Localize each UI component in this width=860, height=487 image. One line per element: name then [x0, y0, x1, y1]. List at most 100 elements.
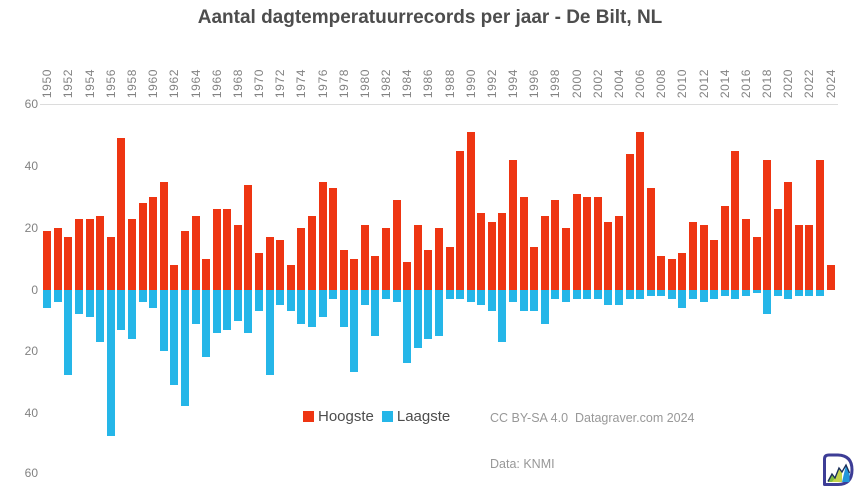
bar-laagste-1980 — [360, 290, 369, 306]
bar-hoogste-1976 — [318, 181, 327, 290]
legend-item-laagste: Laagste — [381, 408, 450, 425]
x-tick-1998: 1998 — [548, 68, 563, 98]
x-tick-2012: 2012 — [696, 68, 711, 98]
bar-hoogste-2018 — [763, 159, 772, 290]
bar-laagste-2005 — [625, 290, 634, 300]
x-tick-2024: 2024 — [823, 68, 838, 98]
bar-laagste-1955 — [96, 290, 105, 342]
bar-laagste-1975 — [307, 290, 316, 327]
bar-hoogste-1989 — [456, 150, 465, 290]
x-tick-1992: 1992 — [484, 68, 499, 98]
bar-hoogste-1995 — [519, 197, 528, 290]
bar-hoogste-1966 — [212, 209, 221, 290]
x-tick-1984: 1984 — [400, 68, 415, 98]
bar-laagste-2002 — [593, 290, 602, 300]
x-tick-1966: 1966 — [209, 68, 224, 98]
bar-laagste-1958 — [127, 290, 136, 339]
x-tick-1990: 1990 — [463, 68, 478, 98]
bar-laagste-1961 — [159, 290, 168, 351]
y-tick-3: 0 — [31, 283, 38, 297]
x-tick-1968: 1968 — [230, 68, 245, 98]
bar-hoogste-1968 — [233, 224, 242, 290]
bar-hoogste-2015 — [731, 150, 740, 290]
bar-hoogste-2001 — [583, 197, 592, 290]
bar-laagste-2007 — [646, 290, 655, 297]
legend-label-hoogste: Hoogste — [318, 408, 374, 425]
bar-hoogste-1986 — [424, 249, 433, 290]
bar-hoogste-1990 — [466, 131, 475, 290]
bar-hoogste-1963 — [180, 231, 189, 290]
bar-laagste-1973 — [286, 290, 295, 312]
bar-laagste-1986 — [424, 290, 433, 339]
x-tick-2020: 2020 — [781, 68, 796, 98]
bar-laagste-2008 — [657, 290, 666, 297]
bar-hoogste-1956 — [106, 237, 115, 290]
bar-hoogste-2000 — [572, 193, 581, 290]
bar-hoogste-1997 — [540, 215, 549, 290]
bar-hoogste-1969 — [244, 184, 253, 290]
bar-laagste-2012 — [699, 290, 708, 303]
bar-hoogste-1955 — [96, 215, 105, 290]
bar-hoogste-1957 — [117, 138, 126, 290]
bar-laagste-1957 — [117, 290, 126, 330]
bar-hoogste-1983 — [392, 200, 401, 290]
bar-hoogste-1977 — [329, 187, 338, 290]
bar-hoogste-1988 — [445, 246, 454, 290]
legend-item-hoogste: Hoogste — [303, 408, 374, 425]
bar-hoogste-2020 — [784, 181, 793, 290]
x-tick-2008: 2008 — [654, 68, 669, 98]
bar-hoogste-1987 — [434, 228, 443, 290]
bar-laagste-2020 — [784, 290, 793, 300]
bar-laagste-1990 — [466, 290, 475, 303]
bar-laagste-1967 — [223, 290, 232, 330]
y-tick-0: 60 — [24, 97, 38, 111]
bar-hoogste-2011 — [689, 221, 698, 290]
x-tick-1980: 1980 — [357, 68, 372, 98]
footnote-line: CC BY-SA 4.0 Datagraver.com 2024 — [490, 410, 695, 425]
bar-hoogste-1984 — [403, 262, 412, 290]
bar-laagste-2013 — [710, 290, 719, 300]
y-tick-2: 20 — [24, 221, 38, 235]
bar-laagste-1981 — [371, 290, 380, 336]
bar-laagste-1977 — [329, 290, 338, 300]
x-tick-2006: 2006 — [633, 68, 648, 98]
legend: Hoogste Laagste — [303, 408, 450, 425]
bar-laagste-1963 — [180, 290, 189, 406]
bar-hoogste-1959 — [138, 203, 147, 290]
bar-laagste-1982 — [382, 290, 391, 300]
bar-hoogste-1992 — [487, 221, 496, 290]
bar-hoogste-1962 — [170, 265, 179, 290]
bar-laagste-2000 — [572, 290, 581, 300]
x-tick-1950: 1950 — [40, 68, 55, 98]
bar-laagste-2019 — [773, 290, 782, 297]
bar-hoogste-1972 — [276, 240, 285, 290]
bar-hoogste-1998 — [551, 200, 560, 290]
bar-laagste-1950 — [43, 290, 52, 309]
x-tick-1974: 1974 — [294, 68, 309, 98]
bar-laagste-1988 — [445, 290, 454, 300]
bar-laagste-1987 — [434, 290, 443, 336]
bar-hoogste-1978 — [339, 249, 348, 290]
bar-hoogste-1965 — [202, 259, 211, 290]
bar-hoogste-2019 — [773, 209, 782, 290]
bar-hoogste-1967 — [223, 209, 232, 290]
plot-area: 1950 1952 1954 1956 1958 1960 1962 1964 1966 1968… — [40, 69, 838, 478]
x-tick-1952: 1952 — [61, 68, 76, 98]
x-tick-2018: 2018 — [760, 68, 775, 98]
x-tick-1986: 1986 — [421, 68, 436, 98]
bar-hoogste-2024 — [826, 265, 835, 290]
bar-hoogste-2002 — [593, 197, 602, 290]
bar-hoogste-1960 — [149, 197, 158, 290]
x-tick-1958: 1958 — [124, 68, 139, 98]
bar-laagste-1999 — [562, 290, 570, 303]
bar-laagste-1951 — [53, 290, 62, 303]
bar-hoogste-1950 — [43, 231, 52, 290]
footnote-line: Data: KNMI — [490, 457, 555, 472]
bar-laagste-1996 — [530, 290, 539, 312]
bar-laagste-2016 — [741, 290, 750, 297]
x-tick-1972: 1972 — [273, 68, 288, 98]
bar-hoogste-1970 — [255, 252, 264, 290]
bar-laagste-2022 — [805, 290, 814, 297]
bar-hoogste-1964 — [191, 215, 200, 290]
